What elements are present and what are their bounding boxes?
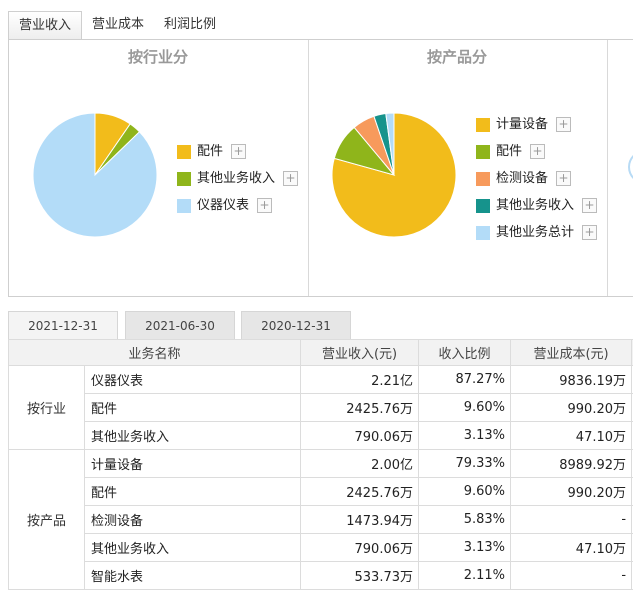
- row-name: 配件: [83, 477, 302, 506]
- row-ratio: 87.27%: [418, 365, 512, 394]
- expand-plus-icon[interactable]: +: [530, 144, 545, 159]
- legend-label: 其他业务收入: [496, 198, 575, 213]
- legend-label: 配件: [496, 144, 523, 159]
- legend-label: 计量设备: [496, 117, 549, 132]
- chart-title-product: 按产品分: [427, 48, 488, 66]
- pie-chart-product: [331, 112, 457, 238]
- expand-plus-icon[interactable]: +: [582, 225, 597, 240]
- tab-divider: [8, 39, 633, 40]
- row-ratio: 79.33%: [418, 449, 512, 478]
- row-name: 其他业务收入: [83, 533, 302, 562]
- legend-swatch: [177, 172, 191, 186]
- group-label: 按行业: [8, 365, 85, 450]
- legend-label: 其他业务总计: [496, 225, 575, 240]
- row-cost: 47.10万: [510, 421, 633, 450]
- row-name: 检测设备: [83, 505, 302, 534]
- row-revenue: 2425.76万: [300, 393, 420, 422]
- row-revenue: 2.00亿: [300, 449, 420, 478]
- table-row: 按行业 仪器仪表 2.21亿 87.27% 9836.19万: [8, 365, 633, 450]
- table-row: 其他业务收入 790.06万 3.13% 47.10万: [9, 533, 633, 562]
- header-revenue: 营业收入(元): [300, 339, 420, 366]
- row-cost: 9836.19万: [510, 365, 633, 394]
- table-row: 其他业务收入 790.06万 3.13% 47.10万: [9, 421, 633, 450]
- table-row: 配件 2425.76万 9.60% 990.20万: [9, 393, 633, 422]
- row-name: 其他业务收入: [83, 421, 302, 450]
- row-cost: -: [510, 505, 633, 534]
- row-ratio: 3.13%: [418, 533, 512, 562]
- row-revenue: 2425.76万: [300, 477, 420, 506]
- legend-swatch: [476, 145, 490, 159]
- row-revenue: 2.21亿: [300, 365, 420, 394]
- row-edge: [631, 561, 633, 590]
- table-row: 配件 2425.76万 9.60% 990.20万: [9, 477, 633, 506]
- date-tab-2021-06-30[interactable]: 2021-06-30: [125, 311, 235, 339]
- row-ratio: 9.60%: [418, 477, 512, 506]
- row-cost: -: [510, 561, 633, 590]
- tab-revenue[interactable]: 营业收入: [8, 11, 83, 40]
- row-revenue: 1473.94万: [300, 505, 420, 534]
- legend-swatch: [476, 118, 490, 132]
- row-revenue: 790.06万: [300, 533, 420, 562]
- expand-plus-icon[interactable]: +: [231, 144, 246, 159]
- row-cost: 47.10万: [510, 533, 633, 562]
- row-ratio: 2.11%: [418, 561, 512, 590]
- row-name: 智能水表: [83, 561, 302, 590]
- row-ratio: 3.13%: [418, 421, 512, 450]
- chart-panel: [8, 40, 633, 297]
- panel-divider: [308, 40, 309, 296]
- expand-plus-icon[interactable]: +: [582, 198, 597, 213]
- row-cost: 8989.92万: [510, 449, 633, 478]
- group-label: 按产品: [8, 449, 85, 590]
- expand-plus-icon[interactable]: +: [257, 198, 272, 213]
- header-business-name: 业务名称: [7, 339, 302, 366]
- legend-swatch: [177, 145, 191, 159]
- table-row: 检测设备 1473.94万 5.83% -: [9, 505, 633, 534]
- legend-swatch: [476, 226, 490, 240]
- panel-divider: [607, 40, 608, 296]
- tab-profit-ratio[interactable]: 利润比例: [164, 17, 217, 32]
- legend-swatch: [476, 199, 490, 213]
- row-revenue: 790.06万: [300, 421, 420, 450]
- header-cost: 营业成本(元): [510, 339, 633, 366]
- row-ratio: 9.60%: [418, 393, 512, 422]
- row-ratio: 5.83%: [418, 505, 512, 534]
- header-ratio: 收入比例: [418, 339, 512, 366]
- row-name: 计量设备: [83, 449, 302, 478]
- legend-label: 仪器仪表: [197, 198, 250, 213]
- table-row: 按产品 计量设备 2.00亿 79.33% 8989.92万: [8, 449, 633, 590]
- legend-swatch: [476, 172, 490, 186]
- table-row: 智能水表 533.73万 2.11% -: [9, 561, 633, 590]
- legend-label: 其他业务收入: [197, 171, 276, 186]
- table-header-row: 业务名称 营业收入(元) 收入比例 营业成本(元): [7, 339, 633, 366]
- row-revenue: 533.73万: [300, 561, 420, 590]
- row-name: 配件: [83, 393, 302, 422]
- legend-swatch: [177, 199, 191, 213]
- date-tab-2020-12-31[interactable]: 2020-12-31: [241, 311, 351, 339]
- expand-plus-icon[interactable]: +: [556, 171, 571, 186]
- expand-plus-icon[interactable]: +: [556, 117, 571, 132]
- tab-cost[interactable]: 营业成本: [92, 17, 145, 32]
- chart-title-industry: 按行业分: [128, 48, 189, 66]
- pie-chart-industry: [32, 112, 158, 238]
- pie-slice: [385, 112, 395, 176]
- row-cost: 990.20万: [510, 477, 633, 506]
- top-tab-bar: 营业收入 营业成本 利润比例: [8, 11, 226, 40]
- date-tab-2021-12-31[interactable]: 2021-12-31: [8, 311, 118, 339]
- pie-slice: [32, 112, 158, 238]
- legend-label: 检测设备: [496, 171, 549, 186]
- row-name: 仪器仪表: [83, 365, 302, 394]
- revenue-table: 业务名称 营业收入(元) 收入比例 营业成本(元) 按行业 仪器仪表 2.21亿 87…: [7, 339, 633, 590]
- expand-plus-icon[interactable]: +: [283, 171, 298, 186]
- row-cost: 990.20万: [510, 393, 633, 422]
- legend-label: 配件: [197, 144, 224, 159]
